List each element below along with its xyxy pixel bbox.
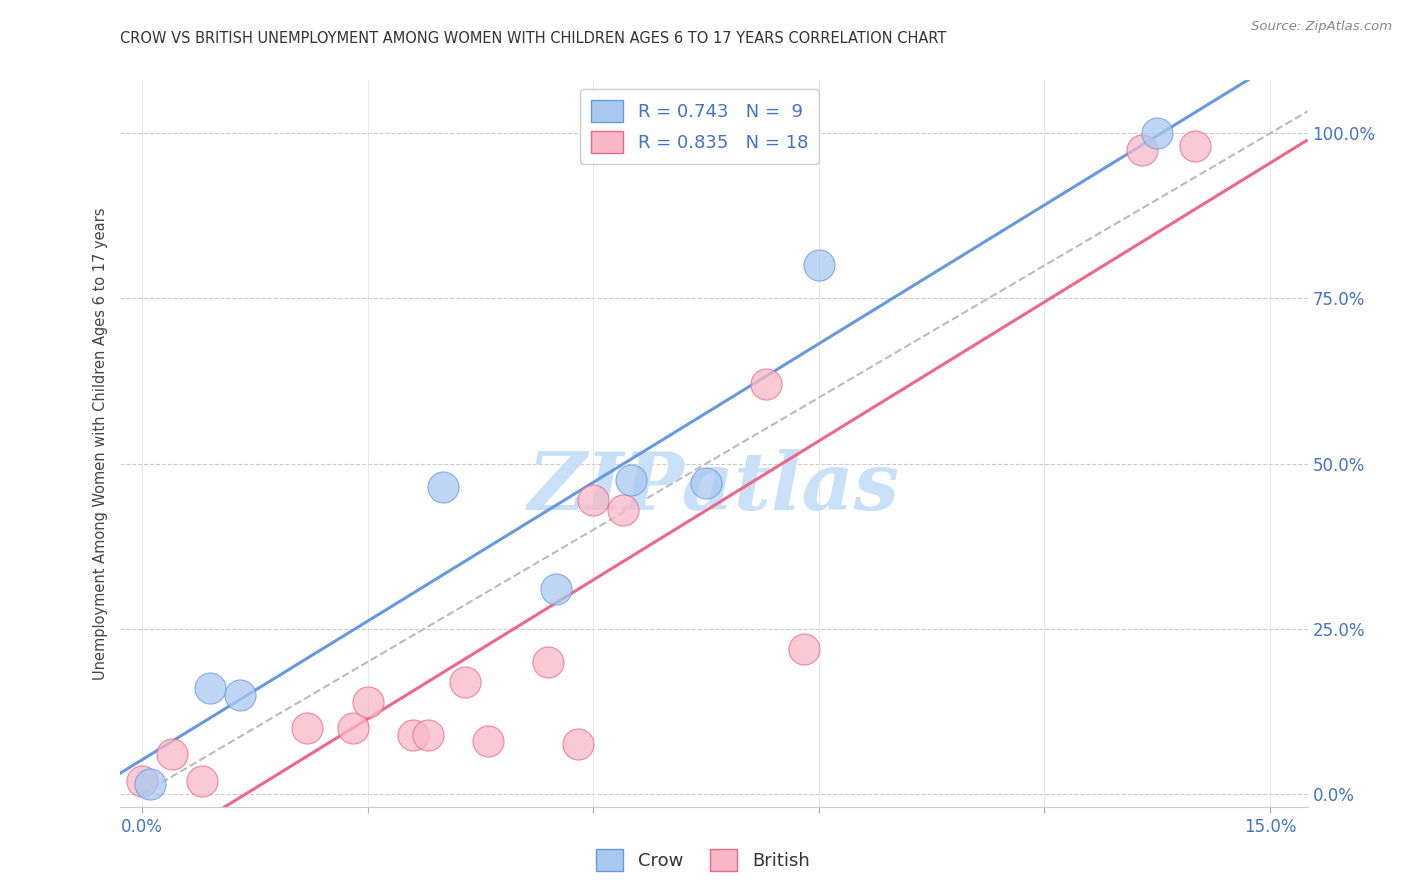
Point: [695, 476, 717, 491]
Point: [793, 641, 815, 656]
Point: [131, 773, 153, 788]
Point: [582, 492, 605, 507]
Point: [432, 480, 454, 494]
Point: [297, 721, 319, 735]
Point: [356, 694, 378, 708]
Point: [567, 738, 589, 752]
Point: [229, 688, 252, 702]
Point: [1146, 126, 1168, 140]
Point: [416, 728, 439, 742]
Point: [138, 777, 160, 791]
Point: [191, 773, 214, 788]
Point: [807, 258, 830, 272]
Point: [160, 747, 183, 762]
Point: [402, 728, 425, 742]
Point: [755, 377, 778, 392]
Point: [477, 734, 499, 748]
Point: [1130, 143, 1153, 157]
Point: [612, 503, 634, 517]
Legend: R = 0.743   N =  9, R = 0.835   N = 18: R = 0.743 N = 9, R = 0.835 N = 18: [581, 89, 818, 164]
Text: ZIPatlas: ZIPatlas: [527, 449, 900, 526]
Point: [537, 655, 560, 669]
Point: [1184, 139, 1206, 153]
Point: [454, 674, 477, 689]
Y-axis label: Unemployment Among Women with Children Ages 6 to 17 years: Unemployment Among Women with Children A…: [93, 208, 108, 680]
Point: [544, 582, 567, 597]
Point: [198, 681, 221, 696]
Text: Source: ZipAtlas.com: Source: ZipAtlas.com: [1251, 20, 1392, 33]
Point: [620, 473, 643, 487]
Text: CROW VS BRITISH UNEMPLOYMENT AMONG WOMEN WITH CHILDREN AGES 6 TO 17 YEARS CORREL: CROW VS BRITISH UNEMPLOYMENT AMONG WOMEN…: [120, 31, 946, 46]
Legend: Crow, British: Crow, British: [589, 842, 817, 879]
Point: [342, 721, 364, 735]
